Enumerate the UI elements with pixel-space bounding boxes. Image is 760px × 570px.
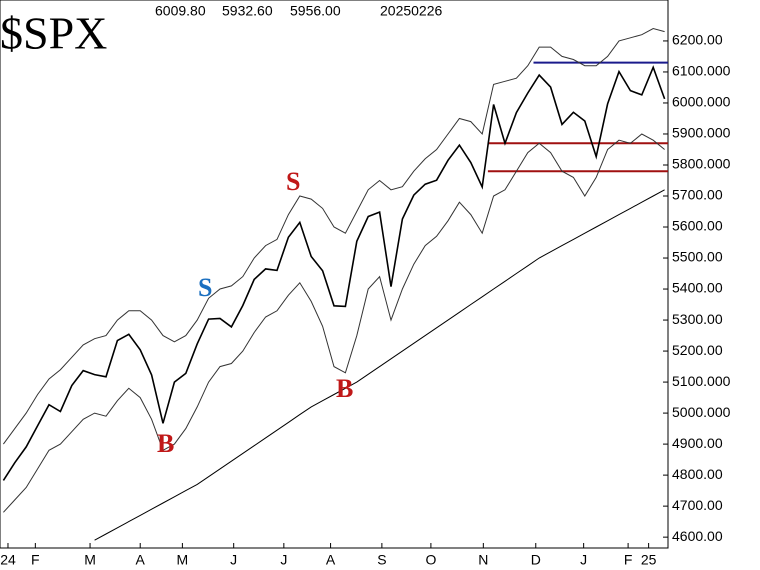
y-tick-label: 6200.00 [672, 32, 723, 48]
header-value: 6009.80 [155, 3, 206, 19]
x-tick-label: F [31, 552, 40, 568]
x-tick-label: M [84, 552, 96, 568]
x-tick-label: 25 [641, 552, 657, 568]
annotation: S [286, 167, 300, 196]
y-tick-label: 5100.000 [672, 373, 731, 389]
x-tick-label: D [531, 552, 541, 568]
x-tick-label: 24 [0, 552, 16, 568]
y-tick-label: 5800.000 [672, 156, 731, 172]
x-tick-label: A [326, 552, 336, 568]
x-tick-label: O [425, 552, 436, 568]
annotation: B [157, 429, 174, 458]
y-tick-label: 5700.00 [672, 187, 723, 203]
x-tick-label: J [280, 552, 287, 568]
y-tick-label: 4800.00 [672, 466, 723, 482]
plot-area: 6200.00 6100.000 6000.000 5900.000 5800.000 5… [0, 0, 731, 568]
y-tick-label: 5900.000 [672, 125, 731, 141]
header-value: 5956.00 [290, 3, 341, 19]
y-tick-label: 4900.00 [672, 435, 723, 451]
band-line [2, 27, 665, 445]
header-value: 20250226 [380, 3, 443, 19]
x-tick-label: J [230, 552, 237, 568]
plot-frame [0, 0, 669, 549]
y-tick-label: 4600.00 [672, 528, 723, 544]
y-tick-label: 5600.00 [672, 218, 723, 234]
x-tick-label: J [580, 552, 587, 568]
band-line [94, 189, 665, 541]
y-tick-label: 5300.00 [672, 311, 723, 327]
y-tick-label: 5000.000 [672, 404, 731, 420]
x-tick-label: M [177, 552, 189, 568]
header-value: 5932.60 [222, 3, 273, 19]
y-tick-label: 6000.000 [672, 94, 731, 110]
price-line [2, 65, 666, 481]
x-tick-label: A [136, 552, 146, 568]
annotation: S [198, 273, 212, 302]
y-tick-label: 4700.00 [672, 497, 723, 513]
y-tick-label: 6100.000 [672, 63, 731, 79]
y-tick-label: 5500.00 [672, 249, 723, 265]
annotation: B [336, 374, 353, 403]
chart-title: $SPX [0, 8, 107, 59]
y-tick-label: 5200.00 [672, 342, 723, 358]
x-tick-label: N [478, 552, 488, 568]
band-line [3, 133, 665, 513]
x-tick-label: F [624, 552, 633, 568]
x-tick-label: S [377, 552, 386, 568]
y-tick-label: 5400.00 [672, 280, 723, 296]
